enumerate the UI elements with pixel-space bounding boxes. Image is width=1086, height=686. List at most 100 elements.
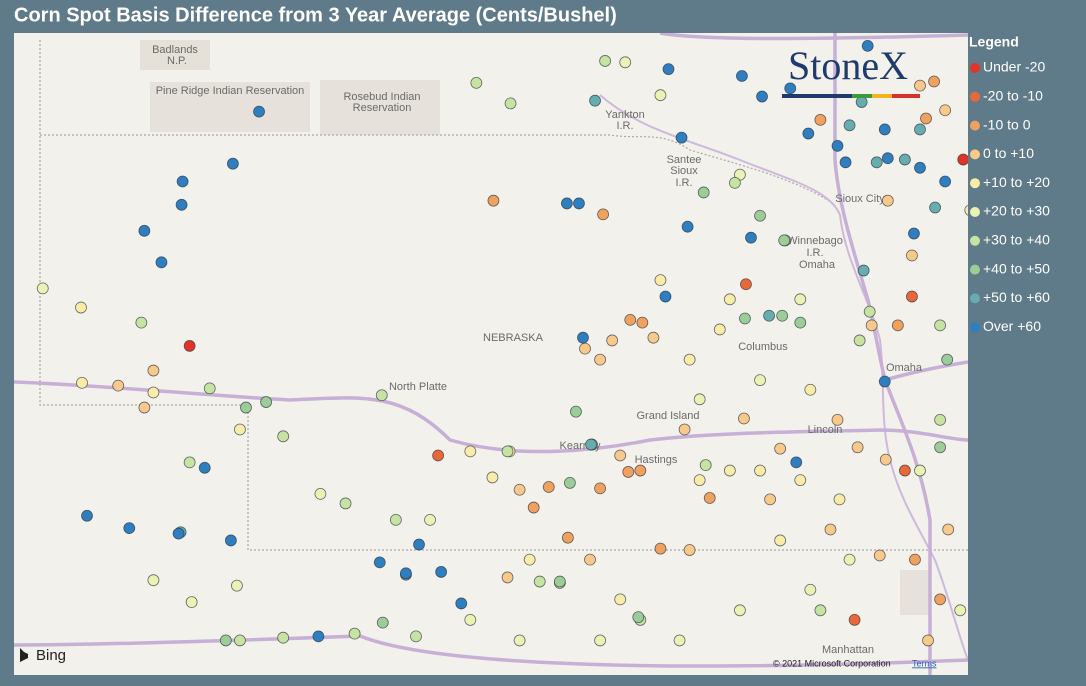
elevator-point [662,63,675,76]
place-label: I.R. [616,120,633,132]
legend-swatch [970,178,980,189]
elevator-point [861,39,874,52]
place-label: Sioux [670,165,698,177]
elevator-point [763,309,775,322]
elevator-point [745,231,757,244]
elevator-point [76,376,88,389]
legend-swatch [970,149,980,160]
elevator-point [736,70,748,82]
terms-link[interactable]: Terms [912,658,937,668]
elevator-point [614,593,627,606]
elevator-point [776,309,789,322]
elevator-point [622,466,635,478]
elevator-point [957,153,968,166]
elevator-point [934,319,947,332]
elevator-point [455,597,468,610]
elevator-point [176,175,189,188]
elevator-point [814,113,827,126]
logo: StoneX [782,43,920,98]
elevator-point [794,316,807,329]
elevator-point [790,456,803,469]
elevator-point [738,412,750,425]
attribution: © 2021 Microsoft Corporation [773,658,891,668]
elevator-point [754,374,766,387]
elevator-point [112,379,125,392]
elevator-point [693,474,706,487]
elevator-point [594,482,606,495]
bing-logo: Bing [20,647,66,664]
elevator-point [654,89,667,102]
elevator-point [624,313,637,326]
elevator-point [432,449,445,462]
elevator-point [878,375,891,388]
elevator-point [678,423,691,436]
place-label: Omaha [886,362,923,374]
elevator-point [794,293,807,306]
elevator-point [774,534,787,547]
elevator-point [339,497,352,510]
elevator-point [881,152,894,165]
legend-title: Legend [969,34,1019,50]
place-label: NEBRASKA [483,332,544,344]
place-label: Winnebago [787,235,843,247]
elevator-point [424,513,436,526]
elevator-point [906,249,918,262]
elevator-point [312,630,325,643]
elevator-point [774,442,787,455]
place-label: Columbus [738,341,788,353]
elevator-point [172,527,185,540]
elevator-point [942,523,955,536]
elevator-point [754,464,766,477]
elevator-point [606,334,619,347]
elevator-point [464,445,477,458]
elevator-point [597,208,610,221]
elevator-point [375,389,388,402]
elevator-point [599,55,612,67]
legend-label: 0 to +10 [983,145,1034,161]
legend-swatch [970,63,980,73]
elevator-point [654,274,667,287]
elevator-point [853,334,866,347]
elevator-point [855,96,868,108]
legend-swatch [970,235,980,246]
legend-label: Over +60 [983,318,1041,334]
elevator-point [413,538,425,551]
elevator-point [939,104,952,117]
elevator-point [659,290,672,303]
elevator-point [831,139,844,152]
elevator-point [723,464,736,477]
elevator-point [75,301,87,314]
elevator-point [881,194,894,207]
road [14,634,968,668]
elevator-point [376,616,389,629]
elevator-point [906,290,918,303]
place-label: Grand Island [637,410,700,422]
elevator-point [824,523,837,536]
elevator-point [754,209,766,222]
elevator-point [589,94,601,107]
elevator-point [36,282,49,295]
elevator-point [175,198,188,211]
place-label: I.R. [806,247,823,259]
elevator-point [831,413,844,426]
elevator-point [594,634,606,647]
elevator-point [857,264,870,277]
legend-label: +40 to +50 [983,260,1050,276]
elevator-point [941,353,954,366]
place-label: Rosebud Indian [343,91,420,103]
elevator-point [699,459,712,471]
elevator-point [697,186,710,199]
elevator-point [914,123,926,136]
elevator-point [523,553,536,566]
elevator-point [226,157,239,170]
elevator-point [734,604,746,617]
elevator-point [804,583,817,596]
elevator-point [348,627,361,640]
elevator-point [138,401,151,414]
elevator-point [703,492,716,504]
elevator-point [914,161,926,174]
elevator-point [373,556,386,569]
elevator-point [891,319,904,332]
